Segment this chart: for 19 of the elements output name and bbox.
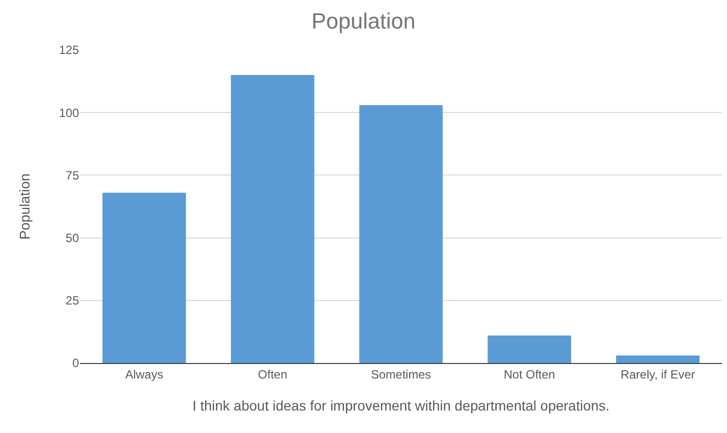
y-tick-label: 25 [66, 294, 80, 308]
bar [359, 105, 443, 363]
bar [488, 335, 572, 363]
x-tick-label: Rarely, if Ever [620, 367, 696, 382]
y-tick-label: 0 [72, 356, 80, 370]
y-tick-label: 125 [58, 43, 80, 58]
x-axis-title: I think about ideas for improvement within departmental operations. [192, 398, 610, 414]
bar [102, 192, 186, 363]
chart-title: Population [312, 8, 416, 34]
x-tick-label: Often [258, 367, 288, 382]
x-tick-label: Always [125, 367, 164, 382]
y-tick-label: 50 [66, 231, 80, 245]
x-tick-label: Not Often [504, 367, 556, 382]
y-tick-label: 75 [66, 168, 80, 182]
bar [616, 355, 700, 363]
y-axis-title: Population [16, 173, 33, 240]
y-tick-label: 100 [58, 106, 80, 120]
bar [230, 75, 314, 363]
x-tick-label: Sometimes [370, 367, 432, 382]
